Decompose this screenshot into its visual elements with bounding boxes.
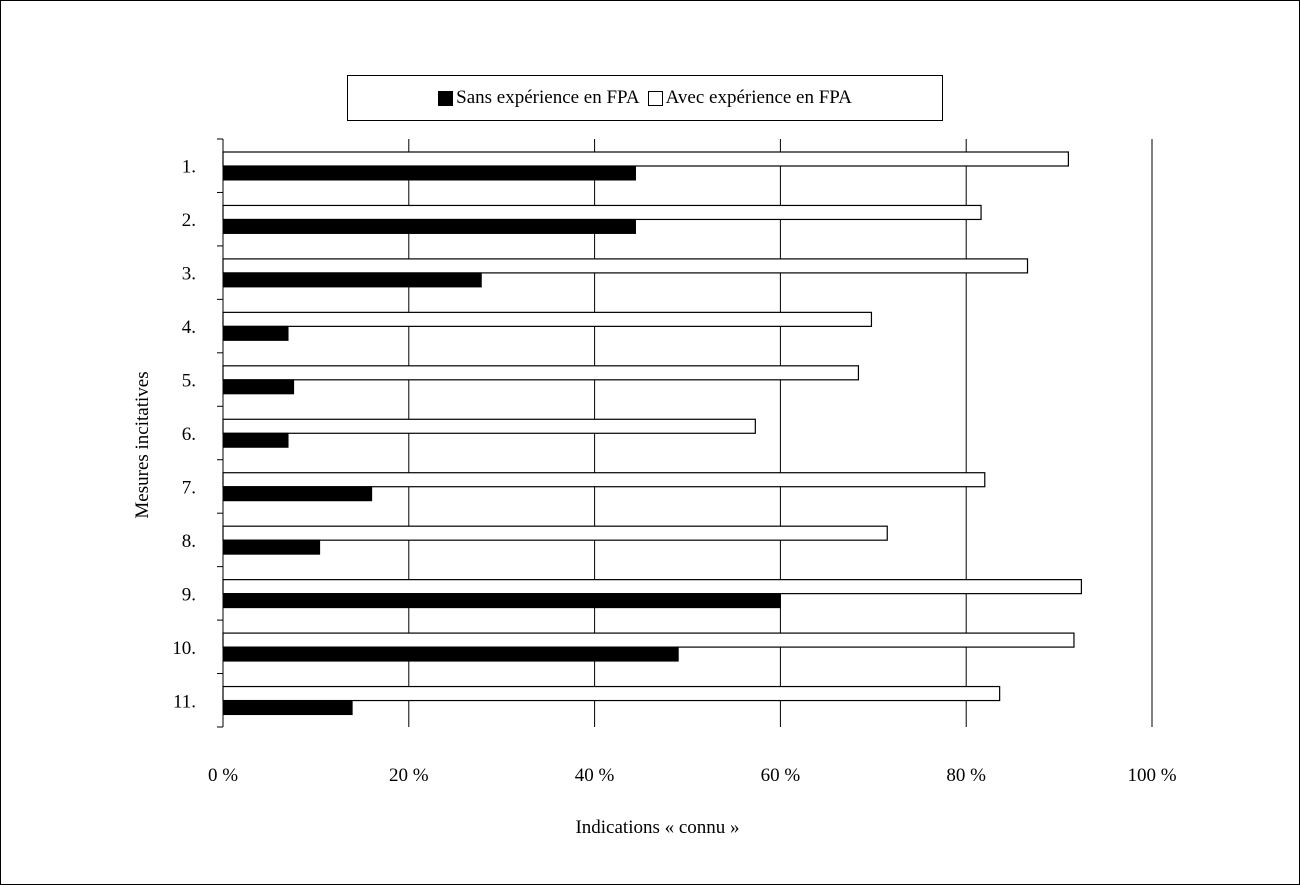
- y-tick-label-7: 7.: [182, 477, 196, 498]
- bar-avec-10: [222, 632, 1075, 648]
- bar-sans-9: [222, 593, 781, 609]
- bar-avec-9: [222, 579, 1082, 595]
- bar-avec-2: [222, 204, 982, 221]
- bar-avec-11: [222, 685, 1001, 702]
- x-tick-label-1: 20 %: [389, 765, 429, 786]
- bar-sans-5: [222, 379, 295, 395]
- bar-avec-3: [222, 258, 1029, 274]
- bar-avec-1: [222, 151, 1069, 167]
- legend: Sans expérience en FPA Avec expérience e…: [347, 75, 943, 121]
- legend-item-avec: Avec expérience en FPA: [647, 87, 852, 109]
- x-tick-label-4: 80 %: [946, 765, 986, 786]
- axes: [217, 138, 224, 728]
- y-axis-title: Mesures incitatives: [132, 371, 153, 518]
- y-tick-label-11: 11.: [173, 691, 196, 712]
- legend-item-sans: Sans expérience en FPA: [438, 87, 640, 109]
- y-tick-label-3: 3.: [182, 264, 196, 285]
- x-tick-label-2: 40 %: [575, 765, 615, 786]
- y-tick-label-5: 5.: [182, 371, 196, 392]
- y-tick-labels: 1. 2. 3. 4. 5. 6. 7. 8. 9. 10. 11.: [172, 157, 196, 713]
- bar-sans-8: [222, 539, 321, 555]
- y-tick-label-8: 8.: [182, 531, 196, 552]
- bar-sans-10: [222, 646, 679, 662]
- bar-avec-7: [222, 472, 986, 488]
- x-axis-title: Indications « connu »: [575, 817, 739, 838]
- gridlines: [408, 139, 1153, 727]
- bar-avec-5: [222, 365, 860, 381]
- bar-sans-4: [222, 325, 289, 341]
- bar-sans-2: [222, 218, 636, 234]
- x-tick-label-3: 60 %: [761, 765, 801, 786]
- bars: [222, 151, 1082, 716]
- y-tick-label-1: 1.: [182, 157, 196, 178]
- x-tick-label-0: 0 %: [208, 765, 238, 786]
- y-tick-label-6: 6.: [182, 424, 196, 445]
- x-tick-labels: 0 % 20 % 40 % 60 % 80 % 100 %: [208, 765, 1177, 786]
- bar-sans-1: [222, 165, 636, 181]
- y-tick-label-4: 4.: [182, 317, 196, 338]
- bar-avec-8: [222, 525, 888, 541]
- y-tick-label-9: 9.: [182, 584, 196, 605]
- y-tick-label-10: 10.: [172, 638, 196, 659]
- bar-sans-7: [222, 486, 373, 502]
- bar-avec-4: [222, 311, 873, 327]
- legend-label-avec: Avec expérience en FPA: [665, 87, 852, 108]
- bar-avec-6: [222, 418, 756, 434]
- x-tick-label-5: 100 %: [1127, 765, 1176, 786]
- legend-swatch-sans: [438, 90, 454, 106]
- bar-sans-3: [222, 272, 482, 288]
- bar-sans-6: [222, 432, 289, 448]
- y-tick-label-2: 2.: [182, 210, 196, 231]
- bar-sans-11: [222, 700, 353, 716]
- legend-swatch-avec: [647, 90, 663, 106]
- legend-label-sans: Sans expérience en FPA: [456, 87, 640, 108]
